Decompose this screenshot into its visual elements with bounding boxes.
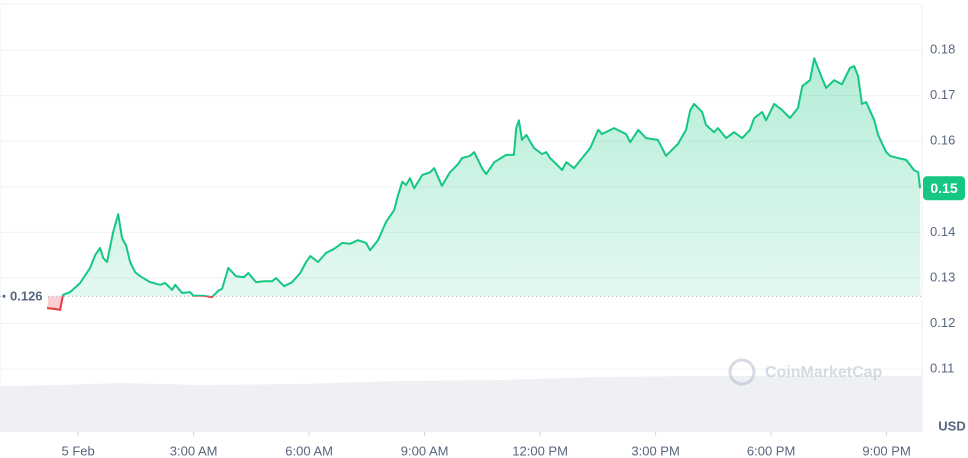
- y-tick-label: 0.16: [930, 133, 955, 148]
- watermark-logo: [728, 358, 756, 386]
- x-tick-label: 5 Feb: [62, 443, 95, 458]
- watermark: CoinMarketCap: [728, 358, 883, 386]
- y-tick-label: 0.12: [930, 315, 955, 330]
- x-tick-label: 12:00 PM: [512, 443, 568, 458]
- x-tick-label: 3:00 AM: [170, 443, 218, 458]
- baseline-label-bg: [2, 286, 48, 307]
- x-tick-label: 9:00 AM: [401, 443, 449, 458]
- baseline-label: 0.126: [10, 289, 43, 304]
- y-tick-label: 0.17: [930, 87, 955, 102]
- y-tick-label: 0.18: [930, 42, 955, 57]
- area-fill: [62, 58, 921, 297]
- price-tag-label: 0.15: [930, 180, 957, 196]
- x-tick-label: 6:00 AM: [285, 443, 333, 458]
- y-tick-label: 0.13: [930, 269, 955, 284]
- unit-label: USD: [938, 418, 965, 433]
- price-line: [61, 57, 922, 297]
- x-tick-label: 6:00 PM: [747, 443, 795, 458]
- volume-area: [0, 376, 922, 432]
- watermark-text: CoinMarketCap: [765, 364, 883, 381]
- y-tick-label: 0.14: [930, 224, 955, 239]
- x-tick-label: 3:00 PM: [631, 443, 679, 458]
- y-tick-label: 0.11: [930, 361, 954, 376]
- x-tick-label: 9:00 PM: [862, 443, 910, 458]
- price-tag-bg: [923, 176, 965, 201]
- baseline-dot: [2, 294, 6, 298]
